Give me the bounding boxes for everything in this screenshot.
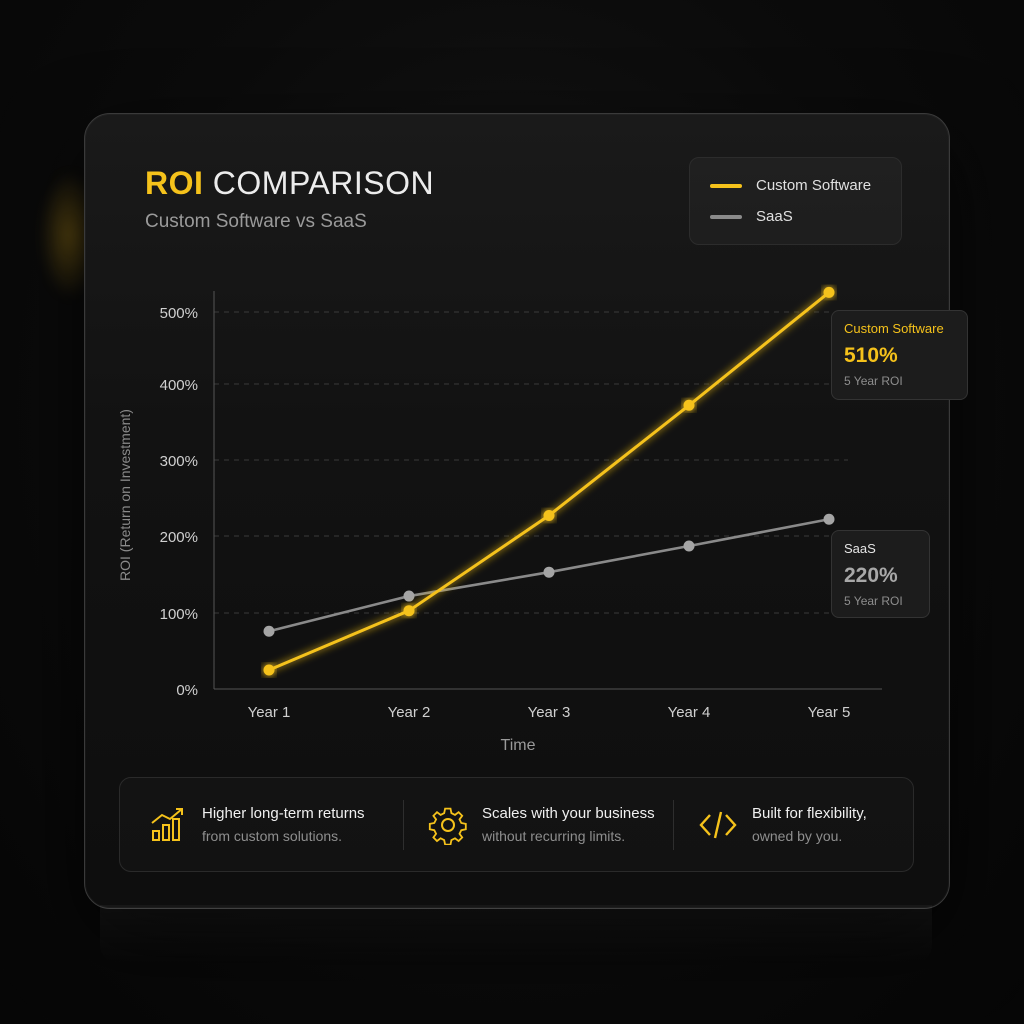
y-tick-label: 300%: [160, 453, 198, 470]
feature-divider: [403, 800, 404, 850]
callout-saas: SaaS 220% 5 Year ROI: [831, 530, 930, 618]
legend-label-saas: SaaS: [756, 208, 793, 225]
feature-scales: Scales with your business without recurr…: [428, 778, 655, 871]
data-point-saas[interactable]: [823, 513, 835, 525]
data-point-saas[interactable]: [263, 625, 275, 637]
callout-saas-value: 220%: [844, 564, 898, 587]
data-point-saas[interactable]: [683, 540, 695, 552]
page-subtitle: Custom Software vs SaaS: [145, 211, 367, 232]
callout-custom-note: 5 Year ROI: [844, 374, 903, 388]
legend-swatch-custom: [710, 183, 742, 188]
callout-custom-value: 510%: [844, 344, 898, 367]
callout-custom-name: Custom Software: [844, 321, 944, 336]
legend-item-custom-software[interactable]: Custom Software: [710, 177, 871, 194]
y-tick-label: 200%: [160, 529, 198, 546]
data-point-custom-software[interactable]: [543, 509, 555, 521]
chart-card: [84, 113, 950, 909]
y-axis-label: ROI (Return on Investment): [117, 409, 133, 581]
y-tick-label: 100%: [160, 606, 198, 623]
x-tick-label: Year 2: [388, 704, 431, 721]
feature-1-desc: from custom solutions.: [202, 828, 343, 844]
feature-3-desc: owned by you.: [752, 828, 843, 844]
data-point-custom-software[interactable]: [403, 605, 415, 617]
data-point-custom-software[interactable]: [823, 286, 835, 298]
data-point-saas[interactable]: [543, 566, 555, 578]
legend-swatch-saas: [710, 214, 742, 219]
feature-2-title: Scales with your business: [482, 805, 655, 822]
callout-saas-note: 5 Year ROI: [844, 594, 903, 608]
data-point-custom-software[interactable]: [683, 399, 695, 411]
title-rest: COMPARISON: [212, 165, 435, 201]
feature-1-title: Higher long-term returns: [202, 805, 365, 822]
legend-label-custom: Custom Software: [756, 177, 872, 194]
bar-chart-growth-icon: [151, 807, 183, 841]
y-tick-label: 500%: [160, 305, 198, 322]
x-tick-label: Year 4: [668, 704, 711, 721]
page-title: ROI COMPARISON: [145, 165, 434, 202]
x-tick-label: Year 3: [528, 704, 571, 721]
feature-flexibility: Built for flexibility, owned by you.: [698, 778, 867, 871]
data-point-saas[interactable]: [403, 590, 415, 602]
x-tick-label: Year 5: [808, 704, 851, 721]
callout-saas-name: SaaS: [844, 541, 876, 556]
card-reflection: [100, 905, 932, 965]
gear-icon: [428, 807, 467, 845]
feature-divider: [673, 800, 674, 850]
y-tick-label: 400%: [160, 377, 198, 394]
callout-custom-software: Custom Software 510% 5 Year ROI: [831, 310, 968, 400]
legend-item-saas[interactable]: SaaS: [710, 208, 793, 225]
feature-2-desc: without recurring limits.: [482, 828, 626, 844]
feature-long-term-returns: Higher long-term returns from custom sol…: [148, 778, 365, 871]
features-bar: Higher long-term returns from custom sol…: [119, 777, 914, 872]
y-tick-label: 0%: [176, 682, 198, 699]
x-tick-label: Year 1: [248, 704, 291, 721]
data-point-custom-software[interactable]: [263, 664, 275, 676]
code-icon: [699, 811, 737, 838]
chart-legend: Custom Software SaaS: [689, 157, 902, 245]
x-axis-label: Time: [501, 737, 536, 754]
title-accent: ROI: [145, 165, 204, 201]
feature-3-title: Built for flexibility,: [752, 805, 867, 822]
